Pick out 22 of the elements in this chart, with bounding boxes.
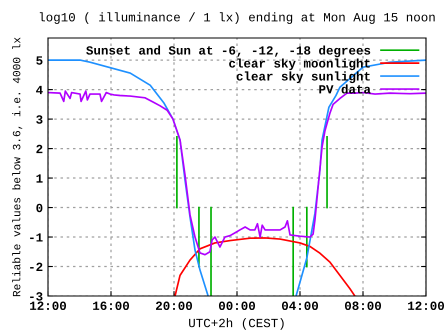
y-tick-label: 3 — [36, 115, 43, 124]
y-tick-label: 0 — [36, 204, 42, 212]
y-tick-label: 5 — [36, 56, 42, 65]
chart-title: log10 ( illuminance / 1 lx) ending at Mon Aug 15 noon — [40, 12, 435, 24]
y-tick-label: -3 — [30, 292, 43, 301]
x-tick-label: 12:00 — [408, 302, 444, 310]
legend-label: Sunset and Sun at -6, -12, -18 degrees — [86, 46, 370, 58]
legend-label: clear sky moonlight — [229, 58, 370, 70]
y-tick-label: 4 — [36, 86, 43, 94]
x-tick-label: 08:00 — [344, 302, 382, 310]
x-tick-label: 20:00 — [156, 302, 192, 310]
x-tick-label: 00:00 — [218, 302, 256, 310]
y-axis-title: Reliable values below 3.6, i.e. 4000 lx — [12, 38, 22, 296]
x-axis-title: UTC+2h (CEST) — [189, 318, 284, 330]
legend-label: PV data — [319, 84, 371, 94]
y-tick-label: -1 — [30, 233, 43, 242]
y-tick-label: -2 — [30, 262, 42, 272]
y-tick-label: 2 — [36, 144, 42, 154]
x-tick-label: 12:00 — [30, 302, 66, 310]
y-tick-label: 1 — [36, 174, 43, 183]
x-tick-label: 04:00 — [282, 302, 318, 310]
x-tick-label: 16:00 — [93, 302, 130, 310]
